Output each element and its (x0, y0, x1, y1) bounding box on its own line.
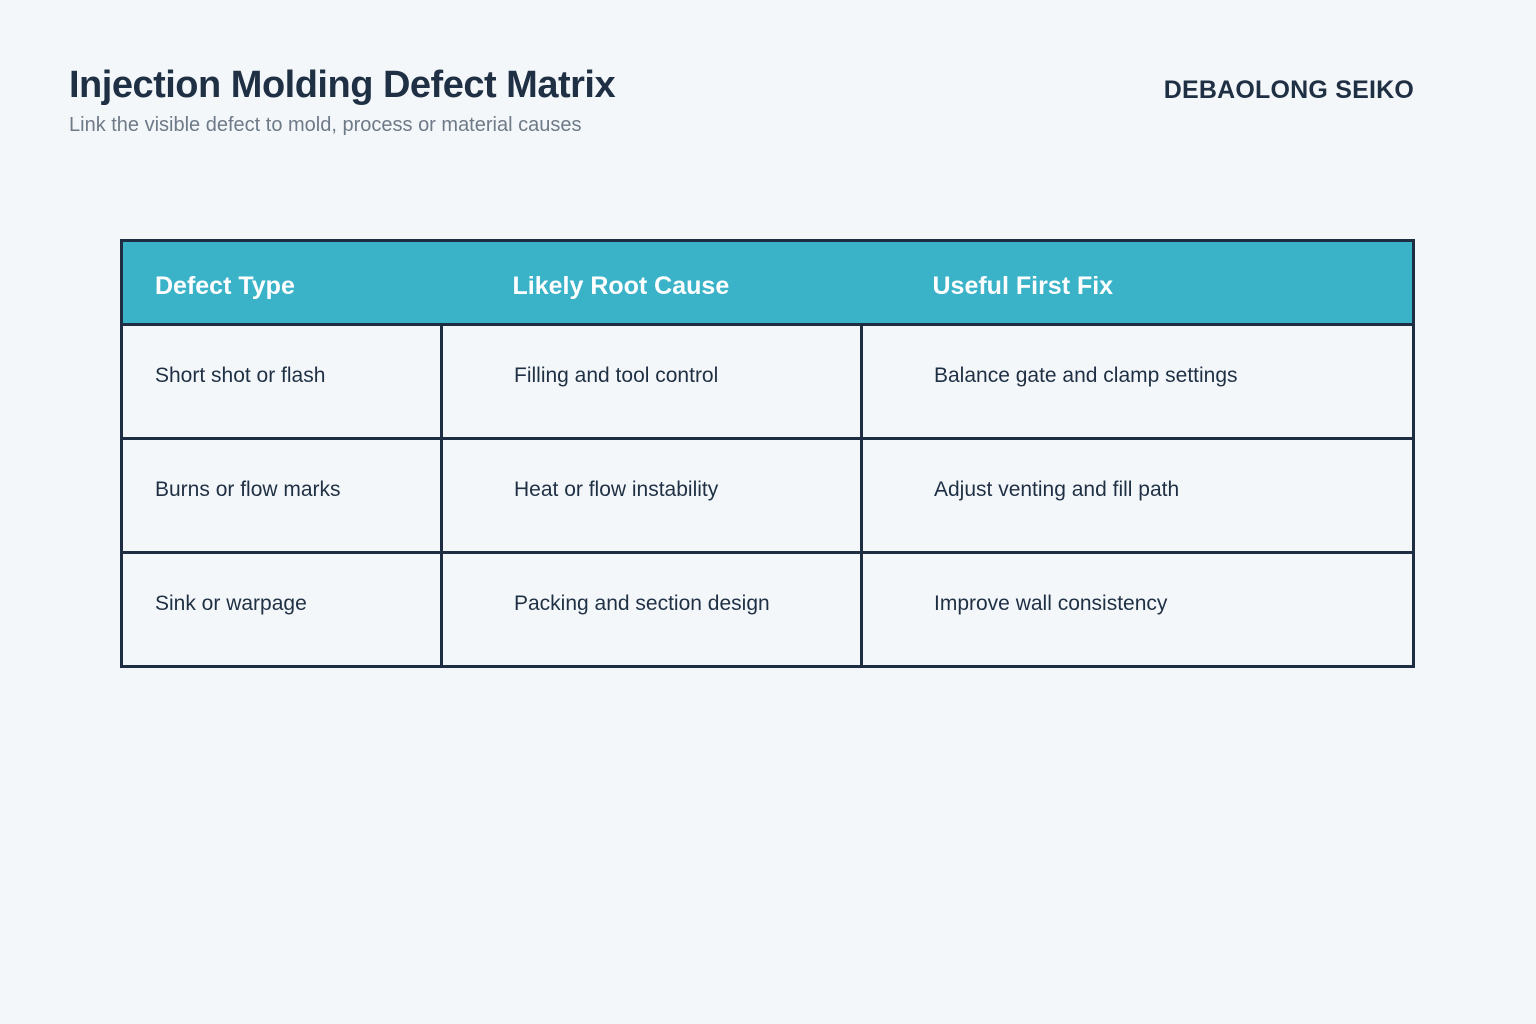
table-header-row: Defect Type Likely Root Cause Useful Fir… (121, 240, 1414, 326)
cell-defect-type: Short shot or flash (120, 323, 443, 440)
table-row: Burns or flow marks Heat or flow instabi… (120, 437, 1415, 554)
cell-root-cause: Heat or flow instability (440, 437, 863, 554)
defect-matrix-table: Defect Type Likely Root Cause Useful Fir… (120, 239, 1415, 668)
page-subtitle: Link the visible defect to mold, process… (69, 113, 582, 136)
cell-defect-type: Sink or warpage (120, 551, 443, 668)
cell-defect-type: Burns or flow marks (120, 437, 443, 554)
cell-root-cause: Filling and tool control (440, 323, 863, 440)
header-defect-type: Defect Type (121, 240, 442, 326)
header-useful-first-fix: Useful First Fix (861, 240, 1414, 326)
cell-first-fix: Balance gate and clamp settings (860, 323, 1415, 440)
defect-matrix-container: Defect Type Likely Root Cause Useful Fir… (120, 239, 1415, 668)
cell-first-fix: Improve wall consistency (860, 551, 1415, 668)
table-row: Sink or warpage Packing and section desi… (120, 551, 1415, 668)
cell-first-fix: Adjust venting and fill path (860, 437, 1415, 554)
page-title: Injection Molding Defect Matrix (69, 64, 616, 106)
page-header: Injection Molding Defect Matrix Link the… (69, 64, 1414, 137)
header-likely-root-cause: Likely Root Cause (441, 240, 862, 326)
brand-logo: DEBAOLONG SEIKO (1163, 76, 1414, 104)
cell-root-cause: Packing and section design (440, 551, 863, 668)
table-row: Short shot or flash Filling and tool con… (120, 323, 1415, 440)
title-block: Injection Molding Defect Matrix Link the… (69, 64, 616, 137)
